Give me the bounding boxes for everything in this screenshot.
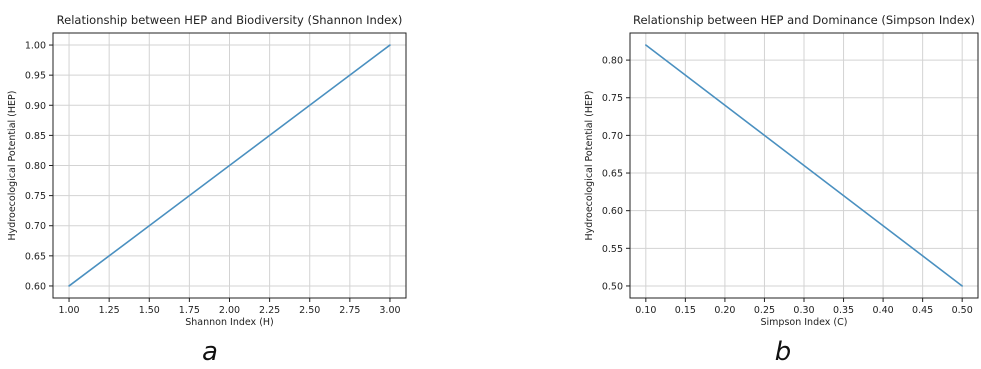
chart-simpson-ytick-label: 0.65 xyxy=(602,169,623,180)
chart-simpson-plot xyxy=(645,44,963,287)
chart-shannon-xtick-label: 1.75 xyxy=(179,305,200,316)
chart-simpson-xtick-label: 0.30 xyxy=(793,305,814,316)
chart-simpson-grid xyxy=(630,33,978,298)
chart-simpson-ytick-label: 0.55 xyxy=(602,244,623,255)
chart-shannon-ytick-label: 0.60 xyxy=(25,281,46,292)
chart-shannon-xtick-label: 2.00 xyxy=(219,305,240,316)
chart-shannon-ytick-label: 0.85 xyxy=(25,131,46,142)
chart-simpson-xtick-label: 0.25 xyxy=(754,305,775,316)
chart-shannon-ytick-label: 0.65 xyxy=(25,251,46,262)
chart-shannon-series-line xyxy=(68,44,391,287)
chart-simpson-xlabel: Simpson Index (C) xyxy=(761,317,848,328)
chart-simpson-ytick-label: 0.75 xyxy=(602,93,623,104)
panel-letter-b: b xyxy=(775,337,792,367)
chart-simpson-ytick-label: 0.80 xyxy=(602,56,623,67)
chart-simpson: 0.10 0.15 0.20 0.25 0.30 0.35 0.40 0.45 0.50 0.5… xyxy=(584,13,979,367)
chart-shannon-xlabel: Shannon Index (H) xyxy=(185,317,274,328)
chart-simpson-xtick-label: 0.20 xyxy=(714,305,735,316)
chart-shannon-ytick-label: 0.70 xyxy=(25,221,46,232)
chart-shannon-ytick-label: 0.80 xyxy=(25,161,46,172)
chart-shannon-xticks: 1.00 1.25 1.50 1.75 2.00 2.25 2.50 2.75 3.00 xyxy=(58,298,401,316)
chart-shannon-yticks: 0.60 0.65 0.70 0.75 0.80 0.85 0.90 0.95 1.00 xyxy=(25,41,53,292)
chart-shannon-title: Relationship between HEP and Biodiversit… xyxy=(57,13,403,27)
chart-simpson-xtick-label: 0.15 xyxy=(675,305,696,316)
chart-shannon: 1.00 1.25 1.50 1.75 2.00 2.25 2.50 2.75 3.00 0.6… xyxy=(7,13,407,367)
chart-simpson-ytick-label: 0.70 xyxy=(602,131,623,142)
chart-shannon-xtick-label: 1.00 xyxy=(58,305,79,316)
chart-simpson-xtick-label: 0.10 xyxy=(635,305,656,316)
chart-shannon-plot xyxy=(68,44,391,287)
chart-shannon-xtick-label: 2.25 xyxy=(259,305,280,316)
chart-simpson-xtick-label: 0.45 xyxy=(912,305,933,316)
chart-shannon-ytick-label: 0.95 xyxy=(25,71,46,82)
panel-letter-a: a xyxy=(202,337,218,367)
chart-shannon-xtick-label: 1.25 xyxy=(99,305,120,316)
chart-simpson-ylabel: Hydroecological Potential (HEP) xyxy=(584,91,595,241)
chart-simpson-xtick-label: 0.50 xyxy=(952,305,973,316)
chart-simpson-ytick-label: 0.60 xyxy=(602,206,623,217)
chart-simpson-xtick-label: 0.35 xyxy=(833,305,854,316)
chart-shannon-xtick-label: 2.50 xyxy=(299,305,320,316)
chart-shannon-ytick-label: 0.75 xyxy=(25,191,46,202)
chart-simpson-xticks: 0.10 0.15 0.20 0.25 0.30 0.35 0.40 0.45 0.50 xyxy=(635,298,973,316)
chart-shannon-ytick-label: 0.90 xyxy=(25,101,46,112)
chart-simpson-yticks: 0.50 0.55 0.60 0.65 0.70 0.75 0.80 xyxy=(602,56,630,292)
chart-shannon-ylabel: Hydroecological Potential (HEP) xyxy=(7,91,18,241)
chart-simpson-ytick-label: 0.50 xyxy=(602,281,623,292)
chart-shannon-xtick-label: 3.00 xyxy=(379,305,400,316)
chart-simpson-xtick-label: 0.40 xyxy=(873,305,894,316)
chart-simpson-title: Relationship between HEP and Dominance (… xyxy=(633,13,975,27)
chart-shannon-xtick-label: 1.50 xyxy=(139,305,160,316)
chart-shannon-ytick-label: 1.00 xyxy=(25,41,46,52)
chart-shannon-xtick-label: 2.75 xyxy=(339,305,360,316)
chart-simpson-series-line xyxy=(645,44,963,287)
